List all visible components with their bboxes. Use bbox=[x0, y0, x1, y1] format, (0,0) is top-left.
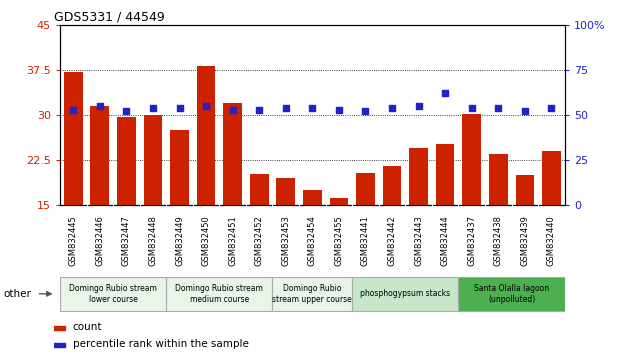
Point bbox=[440, 91, 451, 96]
Bar bbox=[250, 174, 269, 296]
Bar bbox=[329, 198, 348, 296]
Bar bbox=[410, 148, 428, 296]
FancyBboxPatch shape bbox=[273, 277, 352, 311]
Point bbox=[387, 105, 397, 111]
FancyBboxPatch shape bbox=[352, 277, 459, 311]
Text: phosphogypsum stacks: phosphogypsum stacks bbox=[360, 289, 451, 298]
Text: GSM832446: GSM832446 bbox=[95, 215, 104, 266]
Bar bbox=[356, 173, 375, 296]
Text: GSM832445: GSM832445 bbox=[69, 215, 78, 266]
Bar bbox=[144, 115, 162, 296]
Point bbox=[174, 105, 184, 111]
Bar bbox=[117, 118, 136, 296]
Text: GSM832452: GSM832452 bbox=[255, 215, 264, 266]
Bar bbox=[90, 106, 109, 296]
Bar bbox=[436, 144, 454, 296]
Text: GSM832453: GSM832453 bbox=[281, 215, 290, 266]
Bar bbox=[170, 130, 189, 296]
Text: other: other bbox=[3, 289, 31, 299]
Text: GSM832438: GSM832438 bbox=[494, 215, 503, 266]
Text: GSM832454: GSM832454 bbox=[308, 215, 317, 266]
Text: percentile rank within the sample: percentile rank within the sample bbox=[73, 339, 249, 349]
Point bbox=[493, 105, 504, 111]
Text: GSM832448: GSM832448 bbox=[148, 215, 157, 266]
Point bbox=[360, 109, 370, 114]
Text: Domingo Rubio
stream upper course: Domingo Rubio stream upper course bbox=[273, 284, 352, 304]
Text: GSM832451: GSM832451 bbox=[228, 215, 237, 266]
Text: GSM832437: GSM832437 bbox=[468, 215, 476, 266]
Text: GSM832444: GSM832444 bbox=[440, 215, 450, 266]
Point bbox=[148, 105, 158, 111]
Text: Santa Olalla lagoon
(unpolluted): Santa Olalla lagoon (unpolluted) bbox=[474, 284, 549, 304]
Bar bbox=[276, 178, 295, 296]
Text: GSM832449: GSM832449 bbox=[175, 215, 184, 266]
Text: GSM832439: GSM832439 bbox=[521, 215, 529, 266]
Point bbox=[413, 103, 423, 109]
Bar bbox=[489, 154, 507, 296]
Point bbox=[546, 105, 557, 111]
Text: GSM832450: GSM832450 bbox=[201, 215, 211, 266]
Point bbox=[121, 109, 131, 114]
Text: GSM832440: GSM832440 bbox=[547, 215, 556, 266]
Text: GSM832447: GSM832447 bbox=[122, 215, 131, 266]
Text: GDS5331 / 44549: GDS5331 / 44549 bbox=[54, 11, 165, 24]
Bar bbox=[463, 114, 481, 296]
Text: GSM832443: GSM832443 bbox=[414, 215, 423, 266]
Point bbox=[520, 109, 530, 114]
Bar bbox=[516, 175, 534, 296]
FancyBboxPatch shape bbox=[166, 277, 273, 311]
Bar bbox=[64, 72, 83, 296]
Text: Domingo Rubio stream
medium course: Domingo Rubio stream medium course bbox=[175, 284, 263, 304]
Bar bbox=[197, 66, 215, 296]
Text: Domingo Rubio stream
lower course: Domingo Rubio stream lower course bbox=[69, 284, 157, 304]
Point bbox=[334, 107, 344, 113]
Point bbox=[201, 103, 211, 109]
Point bbox=[95, 103, 105, 109]
Point bbox=[254, 107, 264, 113]
Point bbox=[228, 107, 238, 113]
Point bbox=[281, 105, 291, 111]
Text: count: count bbox=[73, 322, 102, 332]
Text: GSM832442: GSM832442 bbox=[387, 215, 396, 266]
Bar bbox=[54, 343, 65, 347]
Point bbox=[68, 107, 78, 113]
Bar bbox=[383, 166, 401, 296]
Text: GSM832441: GSM832441 bbox=[361, 215, 370, 266]
Point bbox=[307, 105, 317, 111]
Bar bbox=[542, 151, 561, 296]
FancyBboxPatch shape bbox=[60, 277, 166, 311]
Text: GSM832455: GSM832455 bbox=[334, 215, 343, 266]
Bar bbox=[223, 103, 242, 296]
Bar bbox=[303, 190, 322, 296]
Bar bbox=[54, 326, 65, 330]
Point bbox=[467, 105, 477, 111]
FancyBboxPatch shape bbox=[459, 277, 565, 311]
